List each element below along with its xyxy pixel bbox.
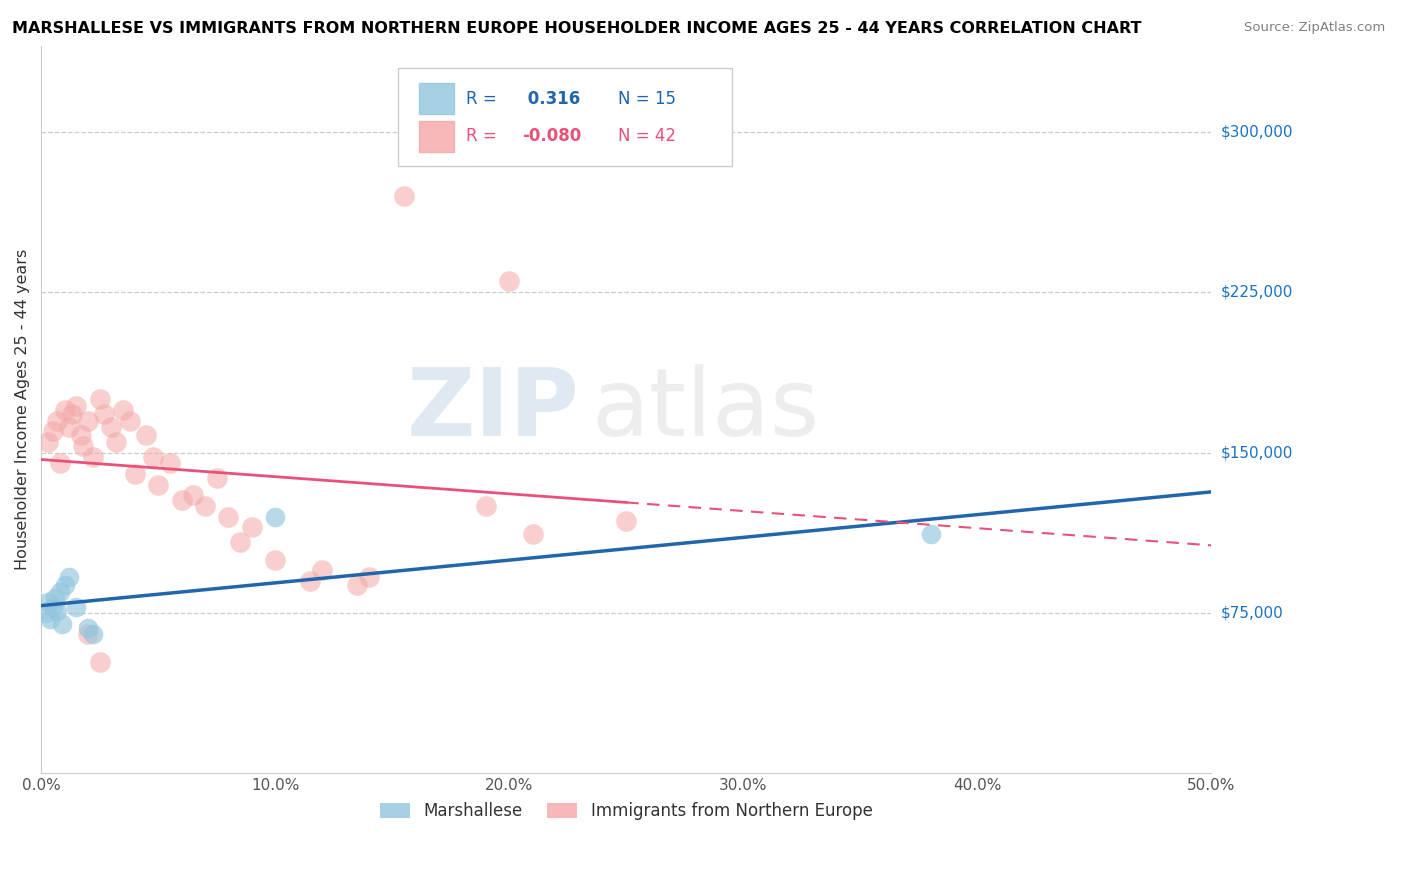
- Text: atlas: atlas: [591, 364, 820, 456]
- Point: [181, 488, 204, 502]
- Point: [53, 578, 76, 592]
- Point: [194, 499, 217, 513]
- Point: [82, 450, 104, 464]
- FancyBboxPatch shape: [398, 68, 731, 166]
- Point: [357, 569, 380, 583]
- Point: [146, 477, 169, 491]
- Point: [264, 509, 287, 524]
- Point: [46, 413, 69, 427]
- Point: [93, 407, 115, 421]
- Point: [65, 399, 87, 413]
- Bar: [419, 83, 454, 114]
- Point: [229, 535, 252, 549]
- Point: [49, 584, 72, 599]
- Point: [53, 402, 76, 417]
- Point: [89, 655, 111, 669]
- Point: [217, 509, 239, 524]
- Point: [264, 552, 287, 566]
- Point: [522, 527, 544, 541]
- Point: [118, 413, 141, 427]
- Point: [100, 420, 122, 434]
- Point: [65, 599, 87, 614]
- Text: R =: R =: [465, 128, 496, 145]
- Point: [124, 467, 146, 481]
- Point: [135, 428, 157, 442]
- Text: N = 42: N = 42: [619, 128, 676, 145]
- Point: [82, 627, 104, 641]
- Point: [346, 578, 368, 592]
- Text: N = 15: N = 15: [619, 89, 676, 108]
- Point: [44, 591, 66, 605]
- Point: [51, 616, 73, 631]
- Point: [142, 450, 165, 464]
- Point: [299, 574, 322, 588]
- Point: [920, 527, 942, 541]
- Point: [498, 275, 520, 289]
- Point: [58, 420, 80, 434]
- Point: [311, 563, 333, 577]
- Point: [112, 402, 135, 417]
- Point: [42, 599, 65, 614]
- Point: [35, 606, 58, 620]
- Point: [58, 569, 80, 583]
- Point: [37, 434, 59, 449]
- Legend: Marshallese, Immigrants from Northern Europe: Marshallese, Immigrants from Northern Eu…: [373, 796, 879, 827]
- Text: $75,000: $75,000: [1220, 606, 1284, 621]
- Text: $150,000: $150,000: [1220, 445, 1294, 460]
- Point: [70, 428, 93, 442]
- Text: MARSHALLESE VS IMMIGRANTS FROM NORTHERN EUROPE HOUSEHOLDER INCOME AGES 25 - 44 Y: MARSHALLESE VS IMMIGRANTS FROM NORTHERN …: [11, 21, 1142, 36]
- Point: [46, 604, 69, 618]
- Text: ZIP: ZIP: [406, 364, 579, 456]
- Point: [614, 514, 637, 528]
- Text: R =: R =: [465, 89, 496, 108]
- Point: [39, 612, 62, 626]
- Point: [60, 407, 83, 421]
- Point: [240, 520, 263, 534]
- Point: [392, 189, 415, 203]
- Bar: [419, 121, 454, 152]
- Point: [105, 434, 128, 449]
- Text: $225,000: $225,000: [1220, 285, 1294, 300]
- Text: -0.080: -0.080: [522, 128, 581, 145]
- Y-axis label: Householder Income Ages 25 - 44 years: Householder Income Ages 25 - 44 years: [15, 249, 30, 571]
- Text: 0.316: 0.316: [522, 89, 581, 108]
- Text: $300,000: $300,000: [1220, 124, 1294, 139]
- Point: [37, 595, 59, 609]
- Point: [49, 456, 72, 470]
- Point: [89, 392, 111, 406]
- Point: [72, 439, 94, 453]
- Point: [475, 499, 498, 513]
- Point: [205, 471, 228, 485]
- Point: [77, 621, 100, 635]
- Text: Source: ZipAtlas.com: Source: ZipAtlas.com: [1244, 21, 1385, 34]
- Point: [77, 413, 100, 427]
- Point: [170, 492, 193, 507]
- Point: [42, 424, 65, 438]
- Point: [77, 627, 100, 641]
- Point: [159, 456, 181, 470]
